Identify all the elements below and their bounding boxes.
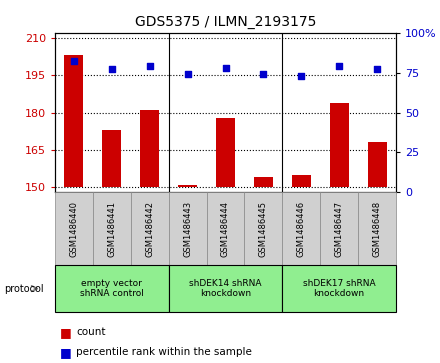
Text: GSM1486447: GSM1486447 — [335, 201, 344, 257]
Text: shDEK17 shRNA
knockdown: shDEK17 shRNA knockdown — [303, 279, 375, 298]
Bar — [178, 185, 197, 187]
Text: GSM1486442: GSM1486442 — [145, 201, 154, 257]
Text: GSM1486443: GSM1486443 — [183, 201, 192, 257]
Point — [184, 71, 191, 77]
Point — [298, 73, 305, 79]
Bar — [103, 130, 121, 187]
Point — [222, 65, 229, 71]
Text: GSM1486446: GSM1486446 — [297, 201, 306, 257]
Text: shDEK14 shRNA
knockdown: shDEK14 shRNA knockdown — [189, 279, 262, 298]
Text: protocol: protocol — [4, 284, 44, 294]
Text: GSM1486440: GSM1486440 — [70, 201, 78, 257]
Text: ■: ■ — [59, 326, 71, 339]
Text: GSM1486445: GSM1486445 — [259, 201, 268, 257]
Bar — [254, 178, 273, 187]
Bar — [65, 55, 84, 187]
Bar — [367, 143, 386, 187]
Bar — [216, 118, 235, 187]
Point — [336, 63, 343, 69]
Text: GSM1486448: GSM1486448 — [373, 201, 381, 257]
Point — [374, 66, 381, 72]
Point — [146, 63, 153, 69]
Title: GDS5375 / ILMN_2193175: GDS5375 / ILMN_2193175 — [135, 15, 316, 29]
Bar — [330, 102, 348, 187]
Text: percentile rank within the sample: percentile rank within the sample — [76, 347, 252, 357]
Point — [260, 71, 267, 77]
Text: ■: ■ — [59, 346, 71, 359]
Text: count: count — [76, 327, 106, 337]
Point — [108, 66, 115, 72]
Text: empty vector
shRNA control: empty vector shRNA control — [80, 279, 144, 298]
Bar — [140, 110, 159, 187]
Point — [70, 58, 77, 64]
Text: GSM1486444: GSM1486444 — [221, 201, 230, 257]
Bar — [292, 175, 311, 187]
Text: GSM1486441: GSM1486441 — [107, 201, 116, 257]
